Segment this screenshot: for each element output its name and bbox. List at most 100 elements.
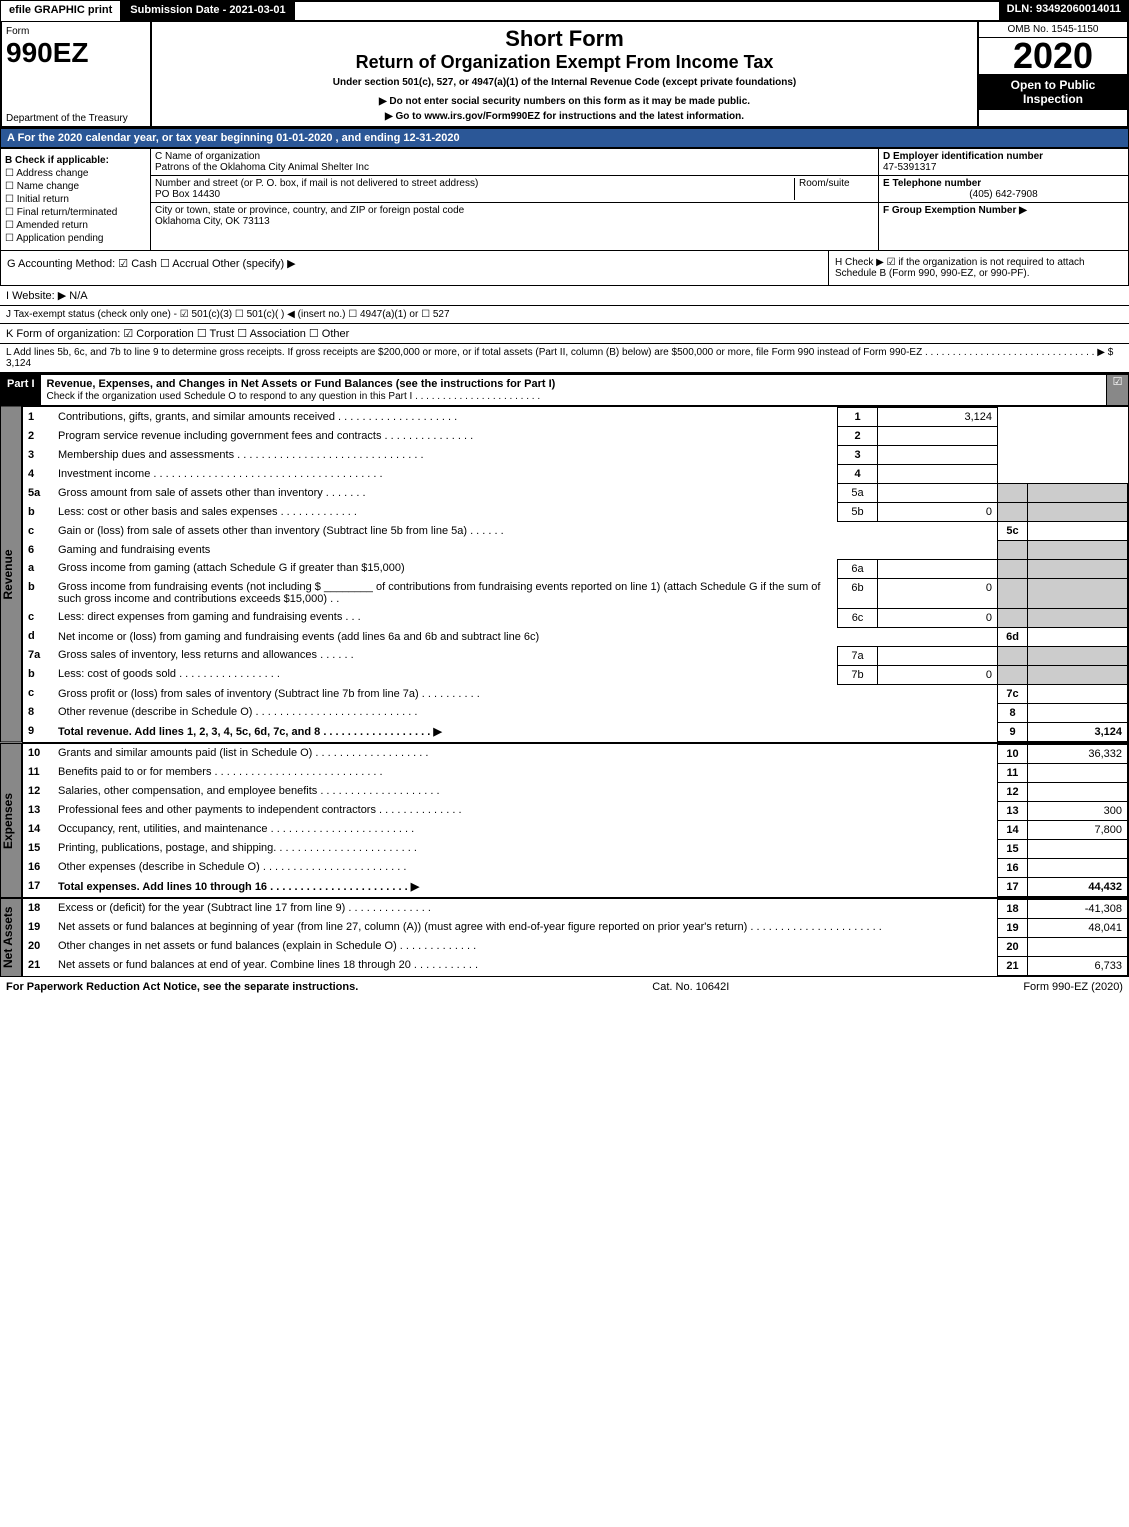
line-6d-num: d [23,627,53,646]
line-9-text: Total revenue. Add lines 1, 2, 3, 4, 5c,… [53,722,998,741]
section-a-tax-year: A For the 2020 calendar year, or tax yea… [0,128,1129,148]
line-12-val [1028,782,1128,801]
line-18-val: -41,308 [1028,899,1128,918]
line-2-num: 2 [23,427,53,446]
line-21-nbox: 21 [998,956,1028,975]
line-7c-text: Gross profit or (loss) from sales of inv… [53,684,998,703]
line-2-nbox: 2 [838,427,878,446]
line-13-nbox: 13 [998,801,1028,820]
line-13-val: 300 [1028,801,1128,820]
d-label: D Employer identification number [883,151,1124,162]
line-5a-sub: 5a [838,484,878,503]
part-1-header: Part I Revenue, Expenses, and Changes in… [0,374,1129,406]
cb-name-change[interactable]: ☐ Name change [5,181,146,192]
line-19-val: 48,041 [1028,918,1128,937]
cb-initial-return[interactable]: ☐ Initial return [5,194,146,205]
cb-address-change[interactable]: ☐ Address change [5,168,146,179]
line-9-nbox: 9 [998,722,1028,741]
submission-date-button[interactable]: Submission Date - 2021-03-01 [121,0,294,22]
box-c: C Name of organization Patrons of the Ok… [151,149,878,250]
info-grid: B Check if applicable: ☐ Address change … [0,148,1129,251]
line-20-text: Other changes in net assets or fund bala… [53,937,998,956]
line-3-num: 3 [23,446,53,465]
line-11-nbox: 11 [998,763,1028,782]
line-7b-num: b [23,665,53,684]
line-6c-sub: 6c [838,608,878,627]
line-15-nbox: 15 [998,839,1028,858]
revenue-section: Revenue 1Contributions, gifts, grants, a… [0,406,1129,743]
line-21-val: 6,733 [1028,956,1128,975]
line-15-num: 15 [23,839,53,858]
form-label: Form [6,26,146,37]
goto-link[interactable]: ▶ Go to www.irs.gov/Form990EZ for instru… [160,111,969,122]
d-ein: 47-5391317 [883,162,1124,173]
line-6-text: Gaming and fundraising events [53,541,998,560]
form-number: 990EZ [6,37,146,69]
line-16-val [1028,858,1128,877]
line-11-text: Benefits paid to or for members . . . . … [53,763,998,782]
dln-label: DLN: 93492060014011 [999,0,1129,22]
line-7c-nbox: 7c [998,684,1028,703]
header-right: OMB No. 1545-1150 2020 Open to Public In… [977,22,1127,126]
efile-print-button[interactable]: efile GRAPHIC print [0,0,121,22]
line-5b-text: Less: cost or other basis and sales expe… [53,503,838,522]
line-6b-num: b [23,578,53,608]
line-6a-sub: 6a [838,559,878,578]
line-6b-sv: 0 [878,578,998,608]
line-3-nbox: 3 [838,446,878,465]
footer-right: Form 990-EZ (2020) [1023,981,1123,993]
line-4-nbox: 4 [838,465,878,484]
revenue-side-label: Revenue [0,406,22,743]
line-5c-val [1028,522,1128,541]
line-10-val: 36,332 [1028,744,1128,763]
line-6a-text: Gross income from gaming (attach Schedul… [53,559,838,578]
cb-amended-return[interactable]: ☐ Amended return [5,220,146,231]
open-to-public: Open to Public Inspection [979,74,1127,110]
box-j-tax-exempt: J Tax-exempt status (check only one) - ☑… [0,306,1129,324]
line-8-val [1028,703,1128,722]
part-1-title: Revenue, Expenses, and Changes in Net As… [47,378,556,390]
footer-mid: Cat. No. 10642I [652,981,729,993]
net-assets-side-label: Net Assets [0,898,22,977]
expenses-side-label: Expenses [0,743,22,898]
line-7a-sv [878,646,998,665]
cb-final-return[interactable]: ☐ Final return/terminated [5,207,146,218]
line-2-text: Program service revenue including govern… [53,427,838,446]
line-15-val [1028,839,1128,858]
line-5a-num: 5a [23,484,53,503]
line-19-nbox: 19 [998,918,1028,937]
form-990ez: efile GRAPHIC print Submission Date - 20… [0,0,1129,997]
part-1-check-box[interactable]: ☑ [1106,375,1128,405]
line-15-text: Printing, publications, postage, and shi… [53,839,998,858]
line-13-text: Professional fees and other payments to … [53,801,998,820]
line-1-nbox: 1 [838,408,878,427]
line-6c-num: c [23,608,53,627]
line-4-val [878,465,998,484]
line-5a-text: Gross amount from sale of assets other t… [58,487,366,499]
tax-year: 2020 [979,38,1127,74]
line-3-text: Membership dues and assessments . . . . … [53,446,838,465]
net-assets-table: 18Excess or (deficit) for the year (Subt… [23,899,1128,976]
cb-application-pending[interactable]: ☐ Application pending [5,233,146,244]
c-room-label: Room/suite [794,178,874,200]
line-7c-val [1028,684,1128,703]
return-title: Return of Organization Exempt From Incom… [160,52,969,73]
line-17-num: 17 [23,877,53,896]
line-14-val: 7,800 [1028,820,1128,839]
c-street-label: Number and street (or P. O. box, if mail… [155,178,794,189]
line-21-num: 21 [23,956,53,975]
line-5b-num: b [23,503,53,522]
line-16-nbox: 16 [998,858,1028,877]
line-5c-text: Gain or (loss) from sale of assets other… [53,522,998,541]
line-3-val [878,446,998,465]
line-18-nbox: 18 [998,899,1028,918]
line-11-val [1028,763,1128,782]
line-12-num: 12 [23,782,53,801]
f-label: F Group Exemption Number ▶ [883,205,1027,216]
c-org-name: Patrons of the Oklahoma City Animal Shel… [155,162,874,173]
line-6c-text: Less: direct expenses from gaming and fu… [53,608,838,627]
line-16-num: 16 [23,858,53,877]
form-header: Form 990EZ Department of the Treasury Sh… [0,22,1129,128]
net-assets-section: Net Assets 18Excess or (deficit) for the… [0,898,1129,977]
c-name-label: C Name of organization [155,151,874,162]
